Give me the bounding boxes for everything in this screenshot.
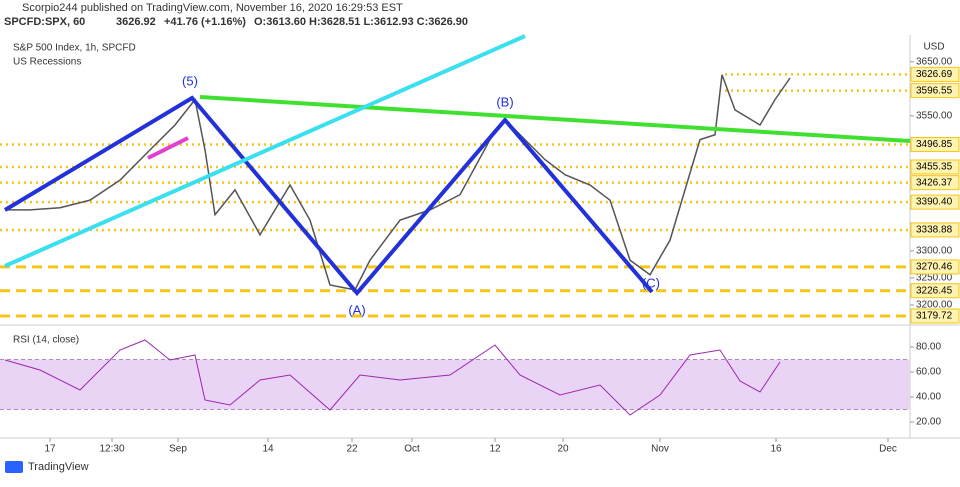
level-badge bbox=[910, 194, 960, 210]
price-line bbox=[5, 74, 791, 291]
y-tick-label: 40.00 bbox=[916, 392, 941, 403]
y-tick-label: 20.00 bbox=[916, 417, 941, 428]
level-badge bbox=[910, 259, 960, 275]
price-title: S&P 500 Index, 1h, SPCFD bbox=[13, 43, 136, 54]
level-label: 3455.35 bbox=[916, 162, 953, 173]
level-badge bbox=[910, 137, 960, 153]
y-tick-label: 3250.00 bbox=[916, 273, 953, 284]
x-tick-label: Sep bbox=[169, 444, 187, 455]
change: +41.76 (+1.16%) bbox=[164, 16, 246, 28]
level-label: 3596.55 bbox=[916, 85, 953, 96]
brand-logo bbox=[5, 461, 23, 473]
recessions: US Recessions bbox=[13, 57, 81, 68]
level-badge bbox=[910, 66, 960, 82]
wave-label: (5) bbox=[182, 73, 198, 88]
level-label: 3179.72 bbox=[916, 311, 953, 322]
level-badge bbox=[910, 83, 960, 99]
y-tick-label: 3200.00 bbox=[916, 300, 953, 311]
level-label: 3338.88 bbox=[916, 225, 953, 236]
y-tick-label: 3300.00 bbox=[916, 246, 953, 257]
x-tick-label: 12:30 bbox=[99, 444, 124, 455]
currency: USD bbox=[923, 42, 944, 53]
x-tick-label: 20 bbox=[557, 444, 569, 455]
x-tick-label: 16 bbox=[770, 444, 782, 455]
x-tick-label: Oct bbox=[404, 444, 420, 455]
x-tick-label: 12 bbox=[489, 444, 501, 455]
x-tick-label: 14 bbox=[262, 444, 274, 455]
level-badge bbox=[910, 159, 960, 175]
y-tick-label: 80.00 bbox=[916, 342, 941, 353]
x-tick-label: 22 bbox=[346, 444, 358, 455]
y-tick-label: 3550.00 bbox=[916, 110, 953, 121]
level-badge bbox=[910, 175, 960, 191]
y-tick-label: 60.00 bbox=[916, 367, 941, 378]
level-label: 3626.69 bbox=[916, 69, 953, 80]
wave-lines bbox=[3, 34, 911, 297]
level-label: 3426.37 bbox=[916, 177, 953, 188]
rsi-title: RSI (14, close) bbox=[13, 335, 79, 346]
wave-label: (C) bbox=[642, 275, 660, 290]
symbol: SPCFD:SPX, 60 bbox=[4, 16, 85, 28]
level-badge bbox=[910, 308, 960, 324]
level-badge bbox=[910, 222, 960, 238]
brand: TradingView bbox=[28, 461, 89, 473]
wave-label: (A) bbox=[348, 302, 365, 317]
x-tick-label: 17 bbox=[44, 444, 56, 455]
x-tick-label: Nov bbox=[651, 444, 669, 455]
rsi-band bbox=[0, 359, 910, 410]
wave-label: (B) bbox=[496, 94, 513, 109]
y-tick-label: 3650.00 bbox=[916, 56, 953, 67]
level-label: 3226.45 bbox=[916, 285, 953, 296]
level-label: 3390.40 bbox=[916, 197, 953, 208]
publisher: Scorpio244 published on TradingView.com,… bbox=[22, 2, 403, 14]
last-price: 3626.92 bbox=[116, 16, 156, 28]
ohlc: O:3613.60 H:3628.51 L:3612.93 C:3626.90 bbox=[254, 16, 468, 28]
level-badge bbox=[910, 283, 960, 299]
x-tick-label: Dec bbox=[879, 444, 897, 455]
level-label: 3270.46 bbox=[916, 262, 953, 273]
level-label: 3496.85 bbox=[916, 139, 953, 150]
rsi-line bbox=[4, 339, 781, 416]
